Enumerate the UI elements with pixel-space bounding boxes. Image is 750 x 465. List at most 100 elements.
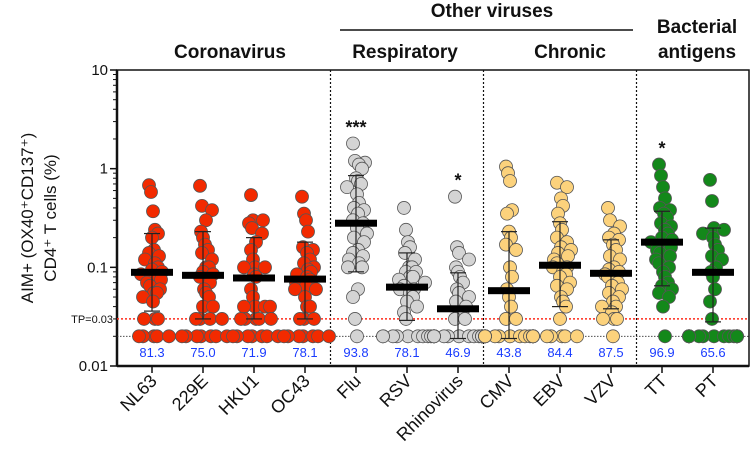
data-point [458,312,472,326]
percent-responders: 75.0 [190,345,215,360]
group-label-bacterial-1: Bacterial [657,17,737,38]
threshold-label: TP=0.03 [71,314,113,326]
data-point [137,312,151,326]
data-point [730,329,744,344]
percent-responders: 78.1 [292,345,317,360]
significance-stars: *** [345,117,366,137]
median-bar [284,275,326,283]
data-point [195,246,209,260]
group-label-bacterial-2: antigens [658,42,736,63]
y-tick-label: 1 [100,161,108,178]
data-point [606,329,620,344]
median-bar [692,268,734,276]
series-vzv: 87.5 [590,201,632,360]
data-point [256,213,270,228]
data-point [263,299,277,314]
data-point [448,189,462,204]
data-point [610,312,624,326]
data-point [601,201,615,215]
data-point [462,252,476,267]
series-hku1: 71.9 [226,188,285,360]
series-229e: 75.0 [175,178,234,360]
data-point [500,206,514,221]
data-point [397,201,411,215]
percent-responders: 65.6 [700,345,725,360]
data-point [505,269,519,284]
data-point [350,329,364,344]
data-point [341,260,355,275]
group-label-coronavirus: Coronavirus [174,42,286,63]
data-point [237,260,251,275]
data-point [399,312,413,326]
data-point [322,329,336,344]
percent-responders: 71.9 [241,345,266,360]
x-tick-label: HKU1 [215,371,263,419]
significance-stars: * [658,139,665,159]
median-bar [437,305,479,313]
data-point [175,329,189,344]
median-bar [488,287,530,295]
data-point [376,329,390,344]
median-bar [233,274,275,282]
data-point [340,180,354,195]
median-bar [182,271,224,279]
data-point [570,329,584,344]
data-point [215,312,229,326]
data-point [299,213,313,228]
series-cmv: 43.8 [478,159,540,360]
data-point [295,189,309,204]
data-point [410,299,424,314]
data-point [596,312,610,326]
data-point [703,294,717,309]
data-point [288,282,302,297]
data-point [237,299,251,314]
x-tick-label: CMV [475,371,517,413]
data-point [717,222,731,237]
percent-responders: 43.8 [496,345,521,360]
significance-stars: * [454,171,461,191]
data-point [244,188,258,202]
series-tt: * 96.9 [641,139,683,360]
data-point [193,178,207,193]
x-tick-label: TT [641,371,671,401]
series-flu: *** 93.8 [335,117,377,360]
data-point [540,329,554,344]
data-point [558,329,572,344]
x-tick-label: OC43 [266,371,313,418]
data-point [258,260,272,275]
percent-responders: 46.9 [445,345,470,360]
data-point [705,194,719,208]
data-point [682,329,696,344]
data-point [658,329,672,344]
median-bar [335,219,377,227]
y-tick-label: 0.01 [79,358,108,375]
percent-responders: 87.5 [598,345,623,360]
percent-responders: 81.3 [139,345,164,360]
median-bar [131,268,173,276]
x-tick-label: NL63 [116,371,161,416]
data-point [303,299,317,314]
x-tick-label: Flu [333,371,365,403]
data-point [346,290,360,304]
median-bar [590,269,632,277]
percent-responders: 93.8 [343,345,368,360]
data-point [553,312,567,326]
data-point [654,168,668,183]
data-point [526,329,540,344]
data-point [144,185,158,199]
median-bar [386,283,428,291]
data-point [703,172,717,187]
data-point [205,203,219,218]
data-point [427,329,441,344]
median-bar [539,261,581,269]
data-point [503,174,517,188]
data-point [504,299,518,314]
data-point [452,246,466,260]
percent-responders: 78.1 [394,345,419,360]
data-point [399,222,413,237]
data-point [277,329,291,344]
y-axis-label-line2: CD4⁺ T cells (%) [41,154,60,281]
series-nl63: 81.3 [131,178,176,360]
series-pt: 65.6 [682,172,744,360]
